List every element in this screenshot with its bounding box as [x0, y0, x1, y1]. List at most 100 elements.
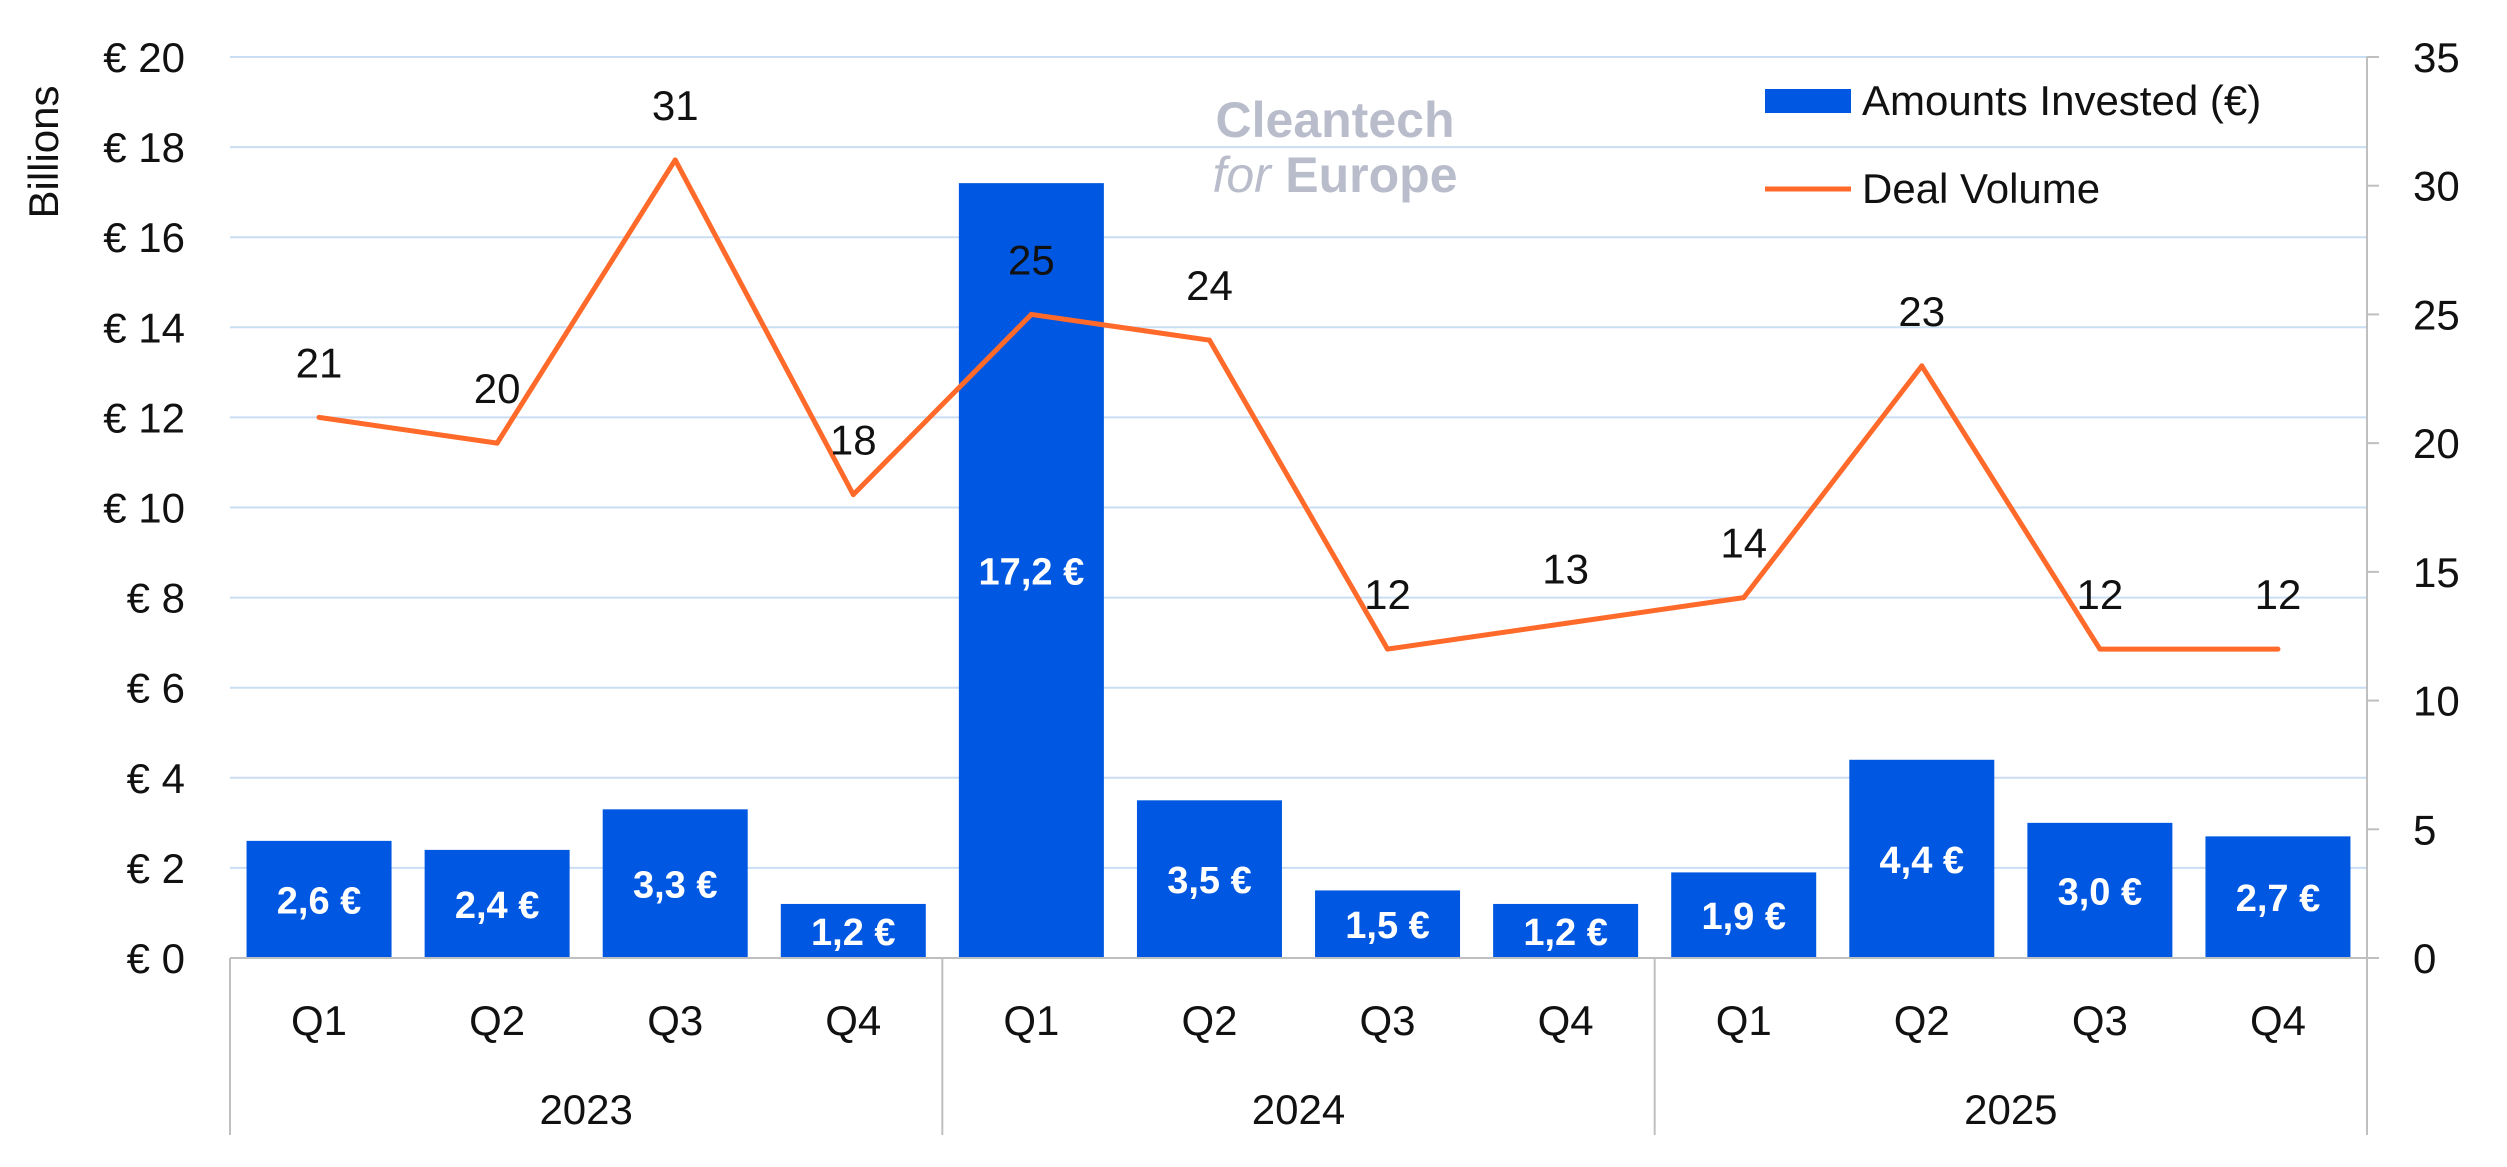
y-tick-label-left: € 12 — [103, 394, 185, 441]
bar-amounts-invested — [780, 903, 926, 958]
y-axis-title: Billions — [20, 85, 67, 218]
deal-volume-point — [2275, 646, 2281, 652]
x-tick-label: Q1 — [1716, 997, 1772, 1044]
deal-volume-point — [850, 492, 856, 498]
axes — [229, 56, 2379, 1135]
bar-data-label: 1,5 € — [1345, 905, 1430, 947]
deal-volume-line — [318, 157, 2278, 652]
y-tick-label-left: € 20 — [103, 34, 185, 81]
y-tick-label-left: € 2 — [127, 845, 185, 892]
watermark-line1: Cleantech — [1216, 92, 1455, 148]
deal-volume-point — [1919, 363, 1925, 369]
x-tick-label: Q2 — [1181, 997, 1237, 1044]
deal-volume-point — [1028, 311, 1034, 317]
y-tick-label-right: 5 — [2413, 806, 2436, 853]
y-tick-label-left: € 0 — [127, 935, 185, 982]
bar-amounts-invested — [2205, 836, 2351, 958]
bar-data-label: 2,6 € — [277, 880, 362, 922]
x-tick-label: Q3 — [647, 997, 703, 1044]
x-group-label: 2024 — [1252, 1086, 1345, 1133]
x-tick-label: Q3 — [2072, 997, 2128, 1044]
deal-volume-point — [1385, 646, 1391, 652]
line-data-label: 13 — [1542, 545, 1589, 592]
line-data-label: 12 — [2255, 571, 2302, 618]
y-tick-label-left: € 16 — [103, 214, 185, 261]
line-data-label: 18 — [830, 417, 877, 464]
x-tick-label: Q3 — [1360, 997, 1416, 1044]
x-group-label: 2023 — [539, 1086, 632, 1133]
line-data-label: 12 — [2077, 571, 2124, 618]
x-tick-label: Q2 — [469, 997, 525, 1044]
bar-amounts-invested — [602, 809, 748, 958]
bar-amounts-invested — [1136, 800, 1282, 958]
deal-volume-point — [316, 414, 322, 420]
bar-data-label: 2,4 € — [455, 885, 540, 927]
line-data-label: 20 — [474, 365, 521, 412]
x-tick-label: Q4 — [2250, 997, 2306, 1044]
x-group-label: 2025 — [1964, 1086, 2057, 1133]
bar-data-label: 3,5 € — [1167, 860, 1252, 902]
bar-amounts-invested — [1493, 903, 1639, 958]
y-tick-label-left: € 8 — [127, 575, 185, 622]
bar-data-label: 3,3 € — [633, 865, 718, 907]
bar-data-label: 1,2 € — [811, 912, 896, 954]
y-tick-label-right: 20 — [2413, 420, 2460, 467]
deal-volume-point — [2097, 646, 2103, 652]
y-tick-label-left: € 18 — [103, 124, 185, 171]
bar-data-label: 17,2 € — [979, 552, 1085, 594]
legend-label-deal-volume: Deal Volume — [1862, 165, 2100, 212]
line-data-label: 23 — [1898, 288, 1945, 335]
y-tick-label-right: 25 — [2413, 291, 2460, 338]
x-tick-label: Q1 — [291, 997, 347, 1044]
x-tick-label: Q4 — [825, 997, 881, 1044]
y-tick-label-right: 0 — [2413, 935, 2436, 982]
x-tick-label: Q2 — [1894, 997, 1950, 1044]
line-data-label: 25 — [1008, 236, 1055, 283]
bar-data-label: 1,2 € — [1523, 912, 1608, 954]
bar-amounts-invested — [1849, 759, 1995, 958]
watermark-europe: Europe — [1285, 147, 1457, 203]
bar-data-label: 4,4 € — [1880, 840, 1965, 882]
y-tick-label-right: 30 — [2413, 163, 2460, 210]
deal-volume-point — [494, 440, 500, 446]
watermark-for: for — [1212, 147, 1273, 203]
deal-volume-point — [1206, 337, 1212, 343]
bar-data-label: 1,9 € — [1701, 896, 1786, 938]
x-tick-label: Q1 — [1003, 997, 1059, 1044]
watermark-line2: for Europe — [1212, 147, 1457, 203]
legend-swatch-amounts — [1765, 89, 1851, 113]
deal-volume-point — [672, 157, 678, 163]
x-tick-label: Q4 — [1538, 997, 1594, 1044]
bar-data-label: 3,0 € — [2058, 871, 2143, 913]
data-labels: 2,6 € 2,4 € 3,3 € 1,2 € 17,2 € 3,5 € 1,5 € 1,2 … — [277, 82, 2320, 954]
bar-amounts-invested — [424, 849, 570, 958]
bar-amounts-invested — [1671, 872, 1817, 958]
y-tick-label-left: € 10 — [103, 485, 185, 532]
bar-amounts-invested — [1315, 890, 1461, 958]
gridlines — [230, 56, 2367, 869]
line-data-label: 24 — [1186, 262, 1233, 309]
deal-volume-line-group — [316, 157, 2281, 652]
y-tick-label-left: € 4 — [127, 755, 185, 802]
line-data-label: 12 — [1364, 571, 1411, 618]
y-tick-label-right: 10 — [2413, 678, 2460, 725]
y-tick-label-left: € 14 — [103, 304, 185, 351]
bar-data-label: 2,7 € — [2236, 878, 2321, 920]
line-data-label: 21 — [296, 339, 343, 386]
y-tick-label-left: € 6 — [127, 665, 185, 712]
bar-amounts-invested — [246, 840, 392, 958]
deal-volume-point — [1741, 595, 1747, 601]
y-tick-label-right: 35 — [2413, 34, 2460, 81]
tick-labels: € 0 € 2 € 4 € 6 € 8 € 10 € 12 € 14 € 16 € 18 € 20 0… — [103, 34, 2459, 1133]
line-data-label: 14 — [1720, 520, 1767, 567]
bar-amounts-invested — [2027, 822, 2173, 958]
legend-label-amounts: Amounts Invested (€) — [1862, 77, 2261, 124]
deal-volume-point — [1563, 620, 1569, 626]
watermark-logo: Cleantech for Europe — [1212, 92, 1457, 203]
line-data-label: 31 — [652, 82, 699, 129]
bars — [246, 183, 2351, 958]
y-tick-label-right: 15 — [2413, 549, 2460, 596]
legend: Amounts Invested (€) Deal Volume — [1765, 77, 2261, 212]
